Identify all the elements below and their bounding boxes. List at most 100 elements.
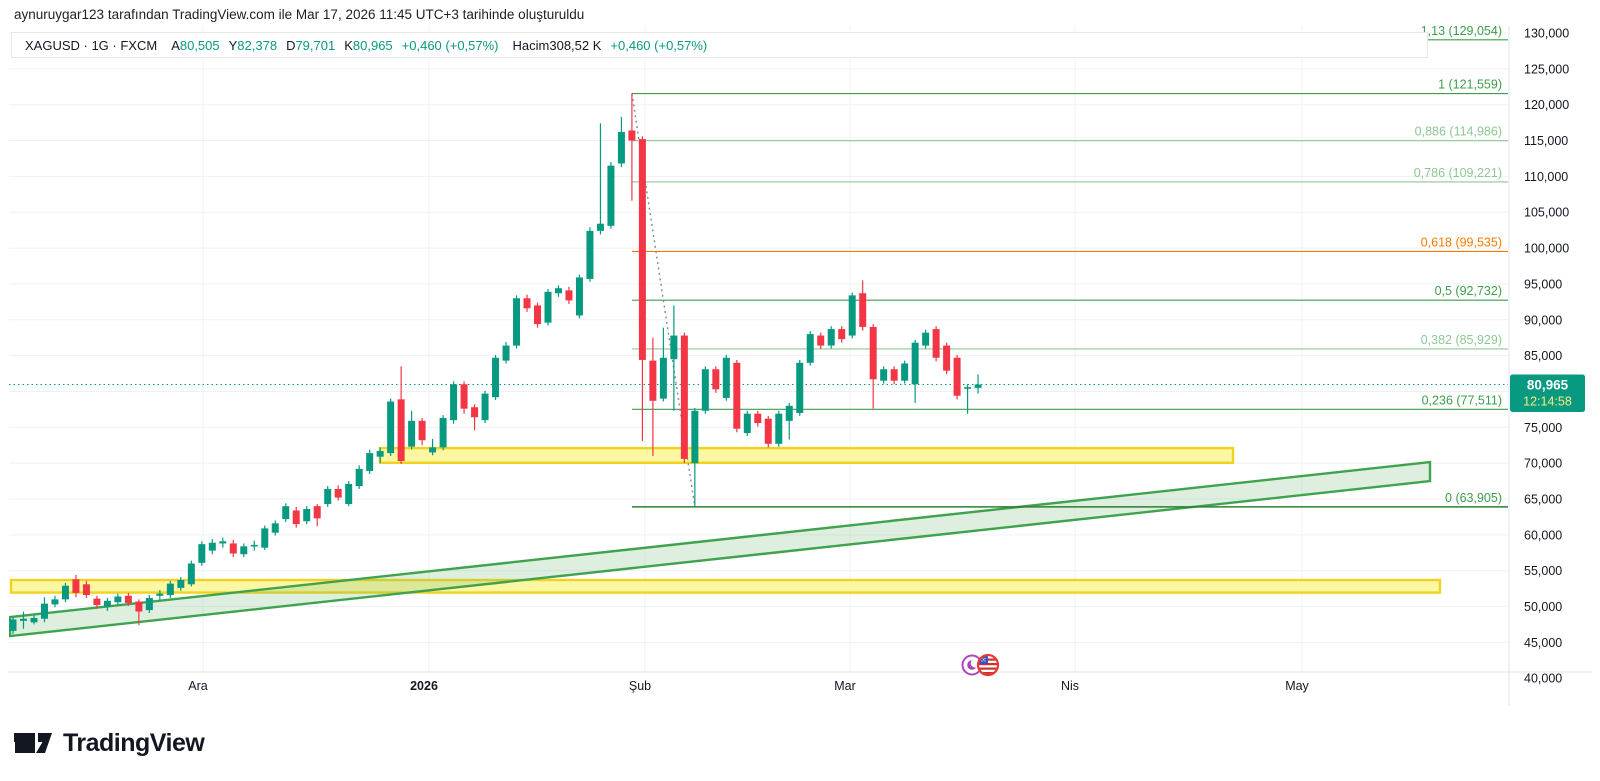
candle [124, 592, 132, 606]
fib-label-0,886: 0,886 (114,986) [1415, 125, 1502, 139]
us-flag-icon [979, 656, 997, 674]
candle [911, 339, 919, 403]
volume: Hacim308,52 K [512, 37, 602, 53]
time-tick-2026: 2026 [410, 679, 438, 693]
price-tick: 55,000 [1524, 564, 1562, 578]
candle [701, 366, 709, 414]
economic-event-marker[interactable] [961, 653, 1000, 677]
candle [187, 560, 195, 587]
price-tick: 75,000 [1524, 421, 1562, 435]
candle [418, 417, 426, 446]
fib-label-0: 0 (63,905) [1445, 491, 1502, 505]
price-tick: 130,000 [1524, 27, 1569, 41]
time-axis[interactable]: Ara 2026 Şub Mar Nis May [188, 679, 1309, 693]
lower-demand-zone[interactable] [9, 578, 1442, 594]
candle [733, 359, 741, 433]
candle [880, 366, 888, 384]
candle [554, 285, 562, 297]
candle [743, 410, 751, 436]
candle [135, 599, 143, 626]
candle [817, 332, 825, 350]
candle [764, 415, 772, 448]
candle [523, 294, 531, 312]
price-tick: 100,000 [1524, 242, 1569, 256]
candle [712, 366, 720, 393]
candle [722, 354, 730, 401]
candle [429, 438, 437, 456]
candle [586, 227, 594, 282]
candle [859, 280, 867, 331]
candle [376, 447, 384, 464]
candle [114, 593, 122, 606]
candle [282, 503, 290, 522]
tradingview-logo-icon[interactable] [14, 732, 54, 756]
candle [30, 615, 38, 625]
candle [953, 354, 961, 400]
candle [345, 481, 353, 507]
candle [313, 504, 321, 527]
candle [754, 410, 762, 427]
ohlc-open: A80,505 [171, 37, 220, 53]
candle [103, 597, 111, 611]
ohlc-close: K80,965 [344, 37, 393, 53]
ascending-channel[interactable] [9, 460, 1432, 638]
fib-label-0,236: 0,236 (77,511) [1422, 393, 1502, 407]
ohlc-high: Y82,378 [228, 37, 278, 53]
candle [544, 288, 552, 326]
price-tick: 105,000 [1524, 206, 1569, 220]
candle [166, 580, 174, 598]
candle [481, 390, 489, 424]
price-tick: 115,000 [1524, 134, 1568, 148]
price-tick: 125,000 [1524, 62, 1569, 76]
candle [848, 292, 856, 339]
candle [932, 326, 940, 362]
candle [596, 123, 604, 235]
ohlc-low: D79,701 [286, 37, 336, 53]
candle [691, 407, 699, 507]
candle [575, 274, 583, 319]
candle [460, 381, 468, 414]
candle [607, 162, 615, 229]
price-tick: 60,000 [1524, 528, 1562, 542]
price-tick: 50,000 [1524, 600, 1562, 614]
candle [775, 410, 783, 447]
candle [292, 506, 300, 528]
candle [439, 415, 447, 451]
candle [492, 354, 500, 401]
candle [408, 410, 416, 450]
plot-area[interactable]: 1,13 (129,054) 1 (121,559) 0,886 (114,986)… [9, 24, 1508, 678]
snapshot-attribution: aynuruygar123 tarafından TradingView.com… [14, 7, 585, 22]
candle [680, 332, 688, 464]
symbol-title[interactable]: XAGUSD · 1G · FXCM [25, 37, 158, 53]
candle [796, 359, 804, 416]
fib-label-0,382: 0,382 (85,929) [1421, 333, 1502, 347]
candle [534, 302, 541, 328]
candle [145, 595, 153, 613]
upper-supply-zone[interactable] [378, 446, 1235, 464]
price-tick: 90,000 [1524, 313, 1562, 327]
candle [198, 541, 206, 566]
brand-name[interactable]: TradingView [63, 729, 205, 757]
price-tick: 65,000 [1524, 493, 1562, 507]
symbol-legend[interactable]: XAGUSD · 1G · FXCM A80,505 Y82,378 D79,7… [11, 32, 1428, 58]
candle [19, 611, 27, 629]
candle [785, 402, 793, 440]
price-axis[interactable]: 130,000 125,000 120,000 115,000 110,000 105,0… [1524, 27, 1569, 686]
time-tick-Nis: Nis [1061, 679, 1079, 693]
current-price-box: 80,965 12:14:58 [1510, 374, 1585, 412]
candle [156, 590, 164, 601]
footer: TradingView [14, 729, 205, 758]
candle [502, 341, 510, 364]
candle [827, 326, 835, 349]
candle [177, 577, 185, 591]
time-tick-Şub: Şub [629, 679, 651, 693]
candle [208, 539, 216, 555]
candle [324, 486, 332, 507]
candle [82, 580, 90, 598]
candle [271, 520, 279, 536]
candle [964, 384, 972, 414]
candle [659, 327, 667, 402]
fib-label-0,786: 0,786 (109,221) [1414, 166, 1502, 180]
